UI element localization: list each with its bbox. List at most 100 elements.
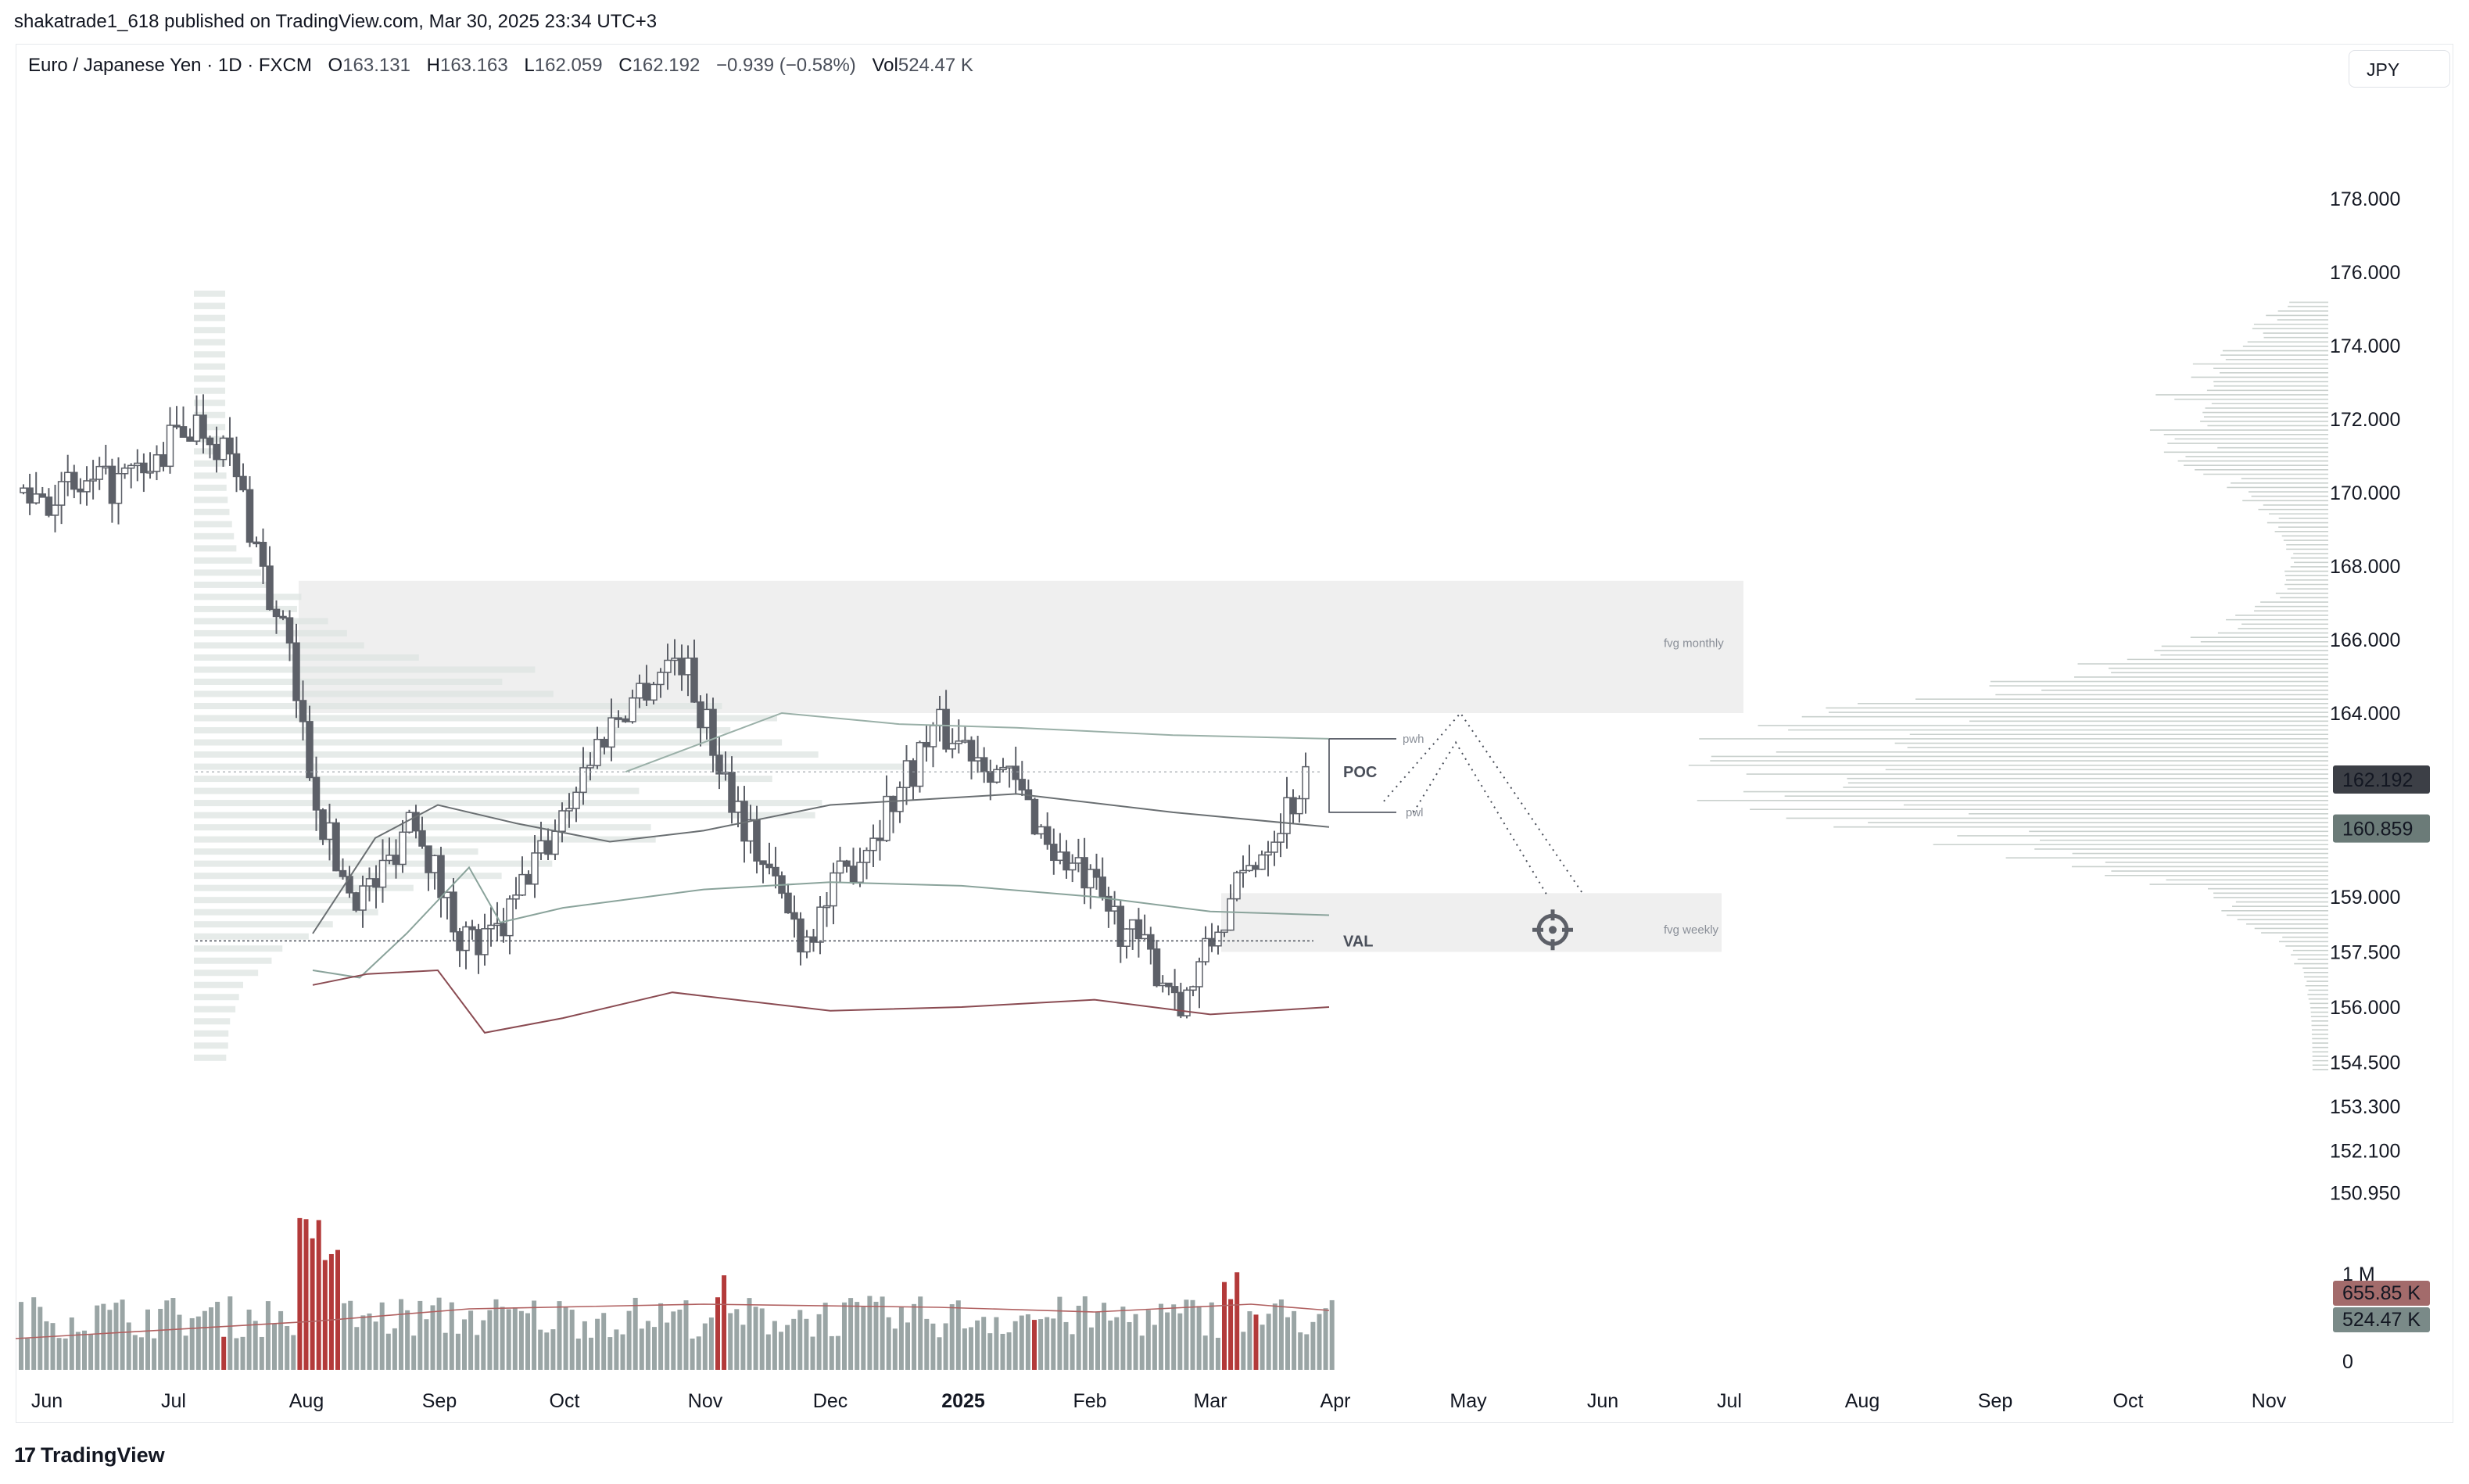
volume-bar: [56, 1338, 62, 1370]
candle-body: [657, 672, 665, 686]
moving-average-red: [312, 969, 1330, 1034]
candle-body: [173, 425, 181, 428]
candle-body: [346, 876, 353, 894]
volume-bar: [132, 1335, 138, 1370]
volume-bar: [1025, 1314, 1030, 1370]
volume-profile-bar: [194, 812, 815, 819]
candle-body: [332, 822, 340, 872]
volume-bar: [493, 1299, 499, 1370]
candle-body: [803, 936, 811, 953]
candle-body: [1258, 854, 1266, 870]
symbol-name[interactable]: Euro / Japanese Yen · 1D · FXCM: [28, 55, 312, 76]
volume-profile-bar: [194, 424, 226, 431]
candle-body: [279, 615, 287, 619]
volume-bar: [1253, 1314, 1259, 1370]
candle-body: [629, 697, 636, 722]
candle-body: [77, 488, 84, 493]
currency-button[interactable]: JPY: [2349, 50, 2450, 88]
volume-profile-bar: [194, 605, 297, 612]
candle-body: [1123, 928, 1131, 947]
candle-body: [987, 771, 994, 783]
volume-bar: [969, 1327, 973, 1370]
candle-body: [481, 928, 489, 955]
candle-body: [431, 855, 439, 873]
volume-bar: [1000, 1333, 1005, 1370]
volume-bar: [126, 1322, 131, 1370]
volume-bar: [265, 1301, 271, 1370]
candle-body: [753, 819, 761, 862]
volume-bar: [19, 1302, 23, 1370]
volume-bar: [316, 1220, 321, 1370]
volume-bar: [867, 1296, 873, 1370]
volume-bar: [1171, 1304, 1177, 1370]
time-tick-label: Aug: [289, 1390, 324, 1412]
candle-body: [816, 906, 824, 943]
volume-bar: [1012, 1321, 1018, 1370]
candle-body: [889, 795, 898, 812]
volume-profile-bar: [194, 472, 227, 479]
volume-bar: [1070, 1334, 1075, 1370]
candle-body: [709, 708, 717, 756]
candle-body: [955, 740, 963, 744]
candle-body: [531, 852, 539, 885]
volume-profile-bar: [194, 776, 772, 783]
volume-bar: [930, 1323, 936, 1370]
volume-bar: [575, 1338, 581, 1370]
volume-bar: [740, 1324, 746, 1370]
candle-body: [405, 812, 414, 833]
volume-bar: [696, 1336, 701, 1370]
candle-body: [352, 892, 360, 911]
volume-bar: [113, 1303, 119, 1370]
volume-bar: [424, 1319, 429, 1370]
candle-body: [83, 480, 91, 493]
candle-body: [993, 769, 1001, 783]
vol-label: Vol: [872, 55, 898, 76]
candle-body: [883, 795, 890, 841]
volume-profile-bar: [194, 557, 253, 564]
candle-body: [450, 891, 457, 933]
volume-profile-bar: [194, 581, 271, 588]
volume-bar: [797, 1310, 803, 1370]
candle-body: [843, 860, 851, 867]
candle-body: [1170, 986, 1179, 994]
volume-profile-bar: [194, 666, 536, 673]
volume-bar: [1190, 1299, 1195, 1370]
volume-bar: [1045, 1317, 1050, 1370]
time-tick-label: Jun: [1587, 1390, 1618, 1412]
volume-bar: [981, 1317, 987, 1370]
candle-body: [909, 760, 917, 787]
time-tick-label: Sep: [422, 1390, 457, 1412]
candle-body: [1264, 851, 1272, 856]
candle-body: [664, 659, 672, 673]
candle-body: [923, 741, 930, 747]
volume-bar: [1108, 1320, 1113, 1370]
time-tick-label: May: [1450, 1390, 1487, 1412]
tradingview-brand[interactable]: 17 TradingView: [14, 1443, 165, 1468]
candle-body: [199, 414, 207, 439]
volume-profile-bar: [194, 460, 226, 467]
volume-bar: [246, 1309, 252, 1370]
price-tick-label: 157.500: [2330, 942, 2400, 964]
brand-name: TradingView: [41, 1443, 165, 1467]
volume-bar: [955, 1300, 961, 1370]
candle-body: [916, 741, 924, 787]
candle-body: [579, 767, 587, 794]
candle-body: [140, 462, 148, 474]
change-value: −0.939 (−0.58%): [716, 55, 856, 76]
candle-body: [45, 496, 53, 516]
volume-profile-bar: [194, 303, 226, 310]
volume-bar: [443, 1332, 448, 1370]
candle-body: [385, 855, 393, 862]
volume-bar: [240, 1336, 245, 1370]
volume-bar: [1222, 1281, 1227, 1370]
volume-bar: [1310, 1321, 1316, 1370]
time-tick-label: Aug: [1845, 1390, 1880, 1412]
candle-body: [586, 765, 594, 769]
volume-bar: [367, 1313, 372, 1370]
candle-body: [1270, 841, 1278, 853]
volume-bar: [665, 1322, 670, 1370]
candle-body: [593, 738, 601, 766]
volume-bar: [924, 1318, 930, 1370]
volume-bar: [544, 1332, 550, 1370]
